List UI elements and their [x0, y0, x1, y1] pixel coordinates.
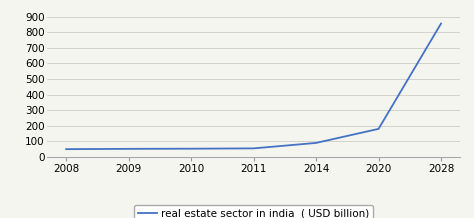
Legend: real estate sector in india  ( USD billion): real estate sector in india ( USD billio… [134, 204, 374, 218]
real estate sector in india  ( USD billion) [376, 128, 382, 130]
real estate sector in india  ( USD billion) [313, 142, 319, 144]
real estate sector in india  ( USD billion) [126, 148, 131, 150]
real estate sector in india  ( USD billion) [188, 147, 194, 150]
Line: real estate sector in india  ( USD billion): real estate sector in india ( USD billio… [66, 24, 441, 149]
real estate sector in india  ( USD billion) [64, 148, 69, 150]
real estate sector in india  ( USD billion) [438, 22, 444, 25]
real estate sector in india  ( USD billion) [251, 147, 256, 150]
